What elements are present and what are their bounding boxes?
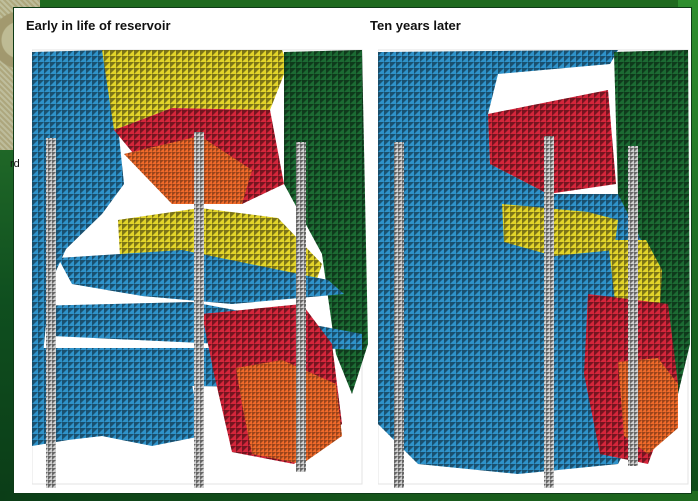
reservoir-model-later: [378, 44, 692, 491]
well-columns: [46, 132, 306, 488]
background-bottom-edge: [0, 491, 698, 501]
reservoir-model-later-svg: [378, 49, 690, 488]
well-columns: [394, 136, 638, 488]
left-panel-title: Early in life of reservoir: [26, 18, 171, 33]
right-panel-title: Ten years later: [370, 18, 461, 33]
reservoir-model-early: [32, 44, 370, 491]
reservoir-model-early-svg: [32, 49, 368, 488]
figure-panel: rd Early in life of reservoir Ten years …: [10, 8, 692, 493]
edge-text-fragment: rd: [10, 158, 20, 170]
